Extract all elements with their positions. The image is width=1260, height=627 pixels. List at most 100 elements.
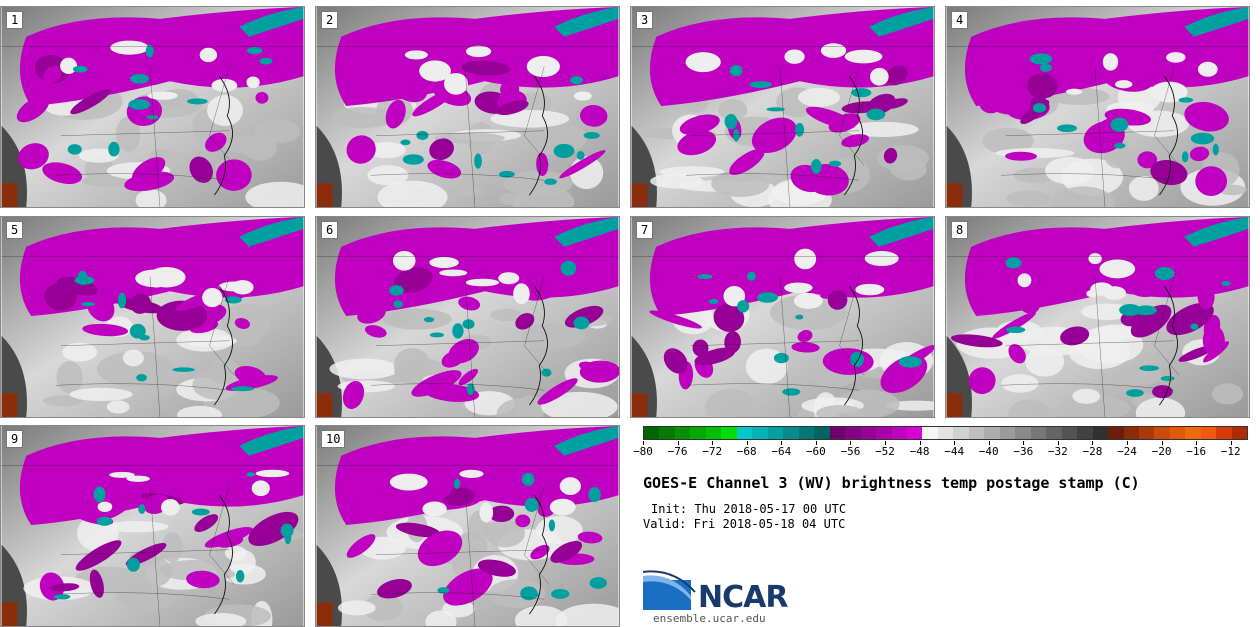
colorbar-cell (1030, 427, 1047, 439)
panel-label: 9 (6, 430, 24, 448)
panel-label: 10 (321, 430, 346, 448)
colorbar-cell (829, 427, 846, 439)
colorbar-cell (705, 427, 722, 439)
map-panel: 6 (315, 216, 620, 418)
panel-label: 8 (951, 221, 969, 239)
colorbar-cell (690, 427, 706, 439)
panel-label: 7 (636, 221, 654, 239)
wv-satellite-map (1, 217, 304, 417)
panel-label: 6 (321, 221, 339, 239)
colorbar-tick-label: −28 (1082, 445, 1103, 458)
panel-label: 5 (6, 221, 24, 239)
colorbar-tick-labels: −80 −76 −72 −68 −64 −60 −56 −52 −48 −44 −40 −36 −32 −… (633, 441, 1248, 461)
colorbar-cell (783, 427, 799, 439)
colorbar-cell (752, 427, 768, 439)
panel-label: 4 (951, 11, 969, 29)
panel-label: 3 (636, 11, 654, 29)
colorbar-tick-label: −60 (805, 445, 826, 458)
colorbar-tick-label: −24 (1117, 445, 1137, 458)
colorbar-tick-label: −52 (875, 445, 895, 458)
colorbar-cell (937, 427, 954, 439)
colorbar-tick (1161, 441, 1163, 445)
colorbar-cell (1061, 427, 1078, 439)
colorbar-cell (984, 427, 1000, 439)
colorbar-cell (1216, 427, 1232, 439)
colorbar-tick-label: −68 (736, 445, 757, 458)
ncar-wordmark: NCAR (698, 580, 788, 615)
colorbar-cell (1185, 427, 1201, 439)
colorbar-tick (643, 441, 644, 445)
wv-satellite-map (316, 7, 619, 207)
colorbar-tick (954, 441, 956, 445)
wv-satellite-map (631, 7, 934, 207)
init-time: Init: Thu 2018-05-17 00 UTC (651, 502, 847, 516)
colorbar-tick-label: −48 (909, 445, 930, 458)
colorbar-tick-label: −16 (1186, 445, 1207, 458)
valid-time: Valid: Fri 2018-05-18 04 UTC (643, 517, 846, 531)
colorbar-tick (712, 441, 714, 445)
colorbar-cell (953, 427, 969, 439)
colorbar-tick (815, 441, 817, 445)
colorbar-cell (891, 427, 907, 439)
map-panel: 9 (0, 425, 305, 627)
colorbar-tick-label: −80 (633, 445, 653, 458)
wv-satellite-map (946, 217, 1249, 417)
colorbar-cell (876, 427, 892, 439)
map-panel: 5 (0, 216, 305, 418)
colorbar-cell (1200, 427, 1217, 439)
colorbar-cell (814, 427, 830, 439)
colorbar-tick-label: −56 (840, 445, 861, 458)
colorbar-tick-label: −32 (1047, 445, 1068, 458)
colorbar-tick-label: −40 (978, 445, 999, 458)
map-panel: 1 (0, 6, 305, 208)
ncar-url: ensemble.ucar.edu (653, 612, 766, 625)
colorbar-tick (1230, 441, 1232, 445)
colorbar-tick (919, 441, 921, 445)
colorbar-cell (644, 427, 660, 439)
colorbar-cell (860, 427, 877, 439)
colorbar-tick (885, 441, 886, 445)
colorbar-tick-label: −64 (771, 445, 792, 458)
wv-satellite-map (316, 217, 619, 417)
map-panel: 3 (630, 6, 935, 208)
wv-satellite-map (1, 7, 304, 207)
colorbar-cell (798, 427, 815, 439)
colorbar-tick (1057, 441, 1059, 445)
wv-satellite-map (1, 426, 304, 626)
figure-title: GOES-E Channel 3 (WV) brightness temp po… (643, 474, 1140, 492)
colorbar-cell (1077, 427, 1093, 439)
colorbar-cell (968, 427, 985, 439)
colorbar-cell (1169, 427, 1186, 439)
colorbar-cell (674, 427, 691, 439)
colorbar-cell (1108, 427, 1124, 439)
colorbar-cell (1092, 427, 1109, 439)
colorbar-cell (999, 427, 1016, 439)
colorbar-cell (922, 427, 938, 439)
colorbar-tick (988, 441, 990, 445)
colorbar-tick-label: −12 (1220, 445, 1241, 458)
colorbar-cell (721, 427, 737, 439)
colorbar-tick (677, 441, 679, 445)
map-panel: 4 (945, 6, 1250, 208)
colorbar-tick-label: −20 (1151, 445, 1172, 458)
colorbar-tick (746, 441, 748, 445)
colorbar-tick (1092, 441, 1094, 445)
colorbar-cell (1123, 427, 1139, 439)
wv-satellite-map (316, 426, 619, 626)
colorbar-cell (659, 427, 675, 439)
wv-satellite-map (631, 217, 934, 417)
ncar-logo-icon (643, 570, 696, 610)
colorbar-tick-label: −44 (944, 445, 965, 458)
colorbar-tick-label: −36 (1013, 445, 1034, 458)
temperature-colorbar (643, 426, 1248, 440)
wv-satellite-map (946, 7, 1249, 207)
colorbar-cell (1046, 427, 1062, 439)
colorbar-tick (1023, 441, 1025, 445)
colorbar-tick (1196, 441, 1198, 445)
colorbar-cell (1154, 427, 1170, 439)
colorbar-tick (850, 441, 852, 445)
map-panel: 10 (315, 425, 620, 627)
panel-label: 1 (6, 11, 24, 29)
map-panel: 2 (315, 6, 620, 208)
colorbar-cell (845, 427, 861, 439)
